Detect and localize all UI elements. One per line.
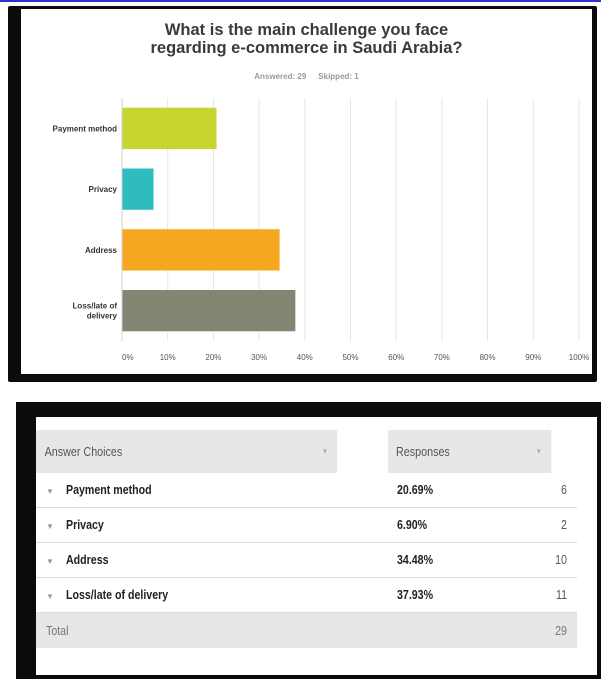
expand-arrow-icon[interactable]: ▼: [46, 592, 54, 601]
sort-arrow-icon[interactable]: ▼: [321, 447, 329, 456]
table-row: ▼ Privacy 6.90% 2: [36, 507, 577, 543]
x-tick-label: 20%: [205, 353, 221, 362]
answer-choice-cell: ▼ Address: [36, 542, 387, 578]
percent-cell: 37.93%: [386, 577, 525, 613]
answered-count: Answered: 29: [254, 72, 307, 81]
table-row: ▼ Loss/late of delivery 37.93% 11: [36, 577, 577, 613]
table-row: ▼ Payment method 20.69% 6: [36, 473, 577, 508]
chart-title: What is the main challenge you face rega…: [21, 21, 592, 57]
table-panel: Answer Choices ▼ Responses ▼ ▼ Payment meth…: [16, 402, 601, 679]
category-label: Privacy: [89, 185, 118, 194]
x-tick-label: 50%: [342, 353, 358, 362]
expand-arrow-icon[interactable]: ▼: [46, 522, 54, 531]
x-tick-label: 90%: [525, 353, 541, 362]
total-spacer-cell: [386, 612, 525, 648]
skipped-count: Skipped: 1: [318, 72, 359, 81]
answer-choices-header[interactable]: Answer Choices ▼: [36, 430, 338, 473]
responses-table: Answer Choices ▼ Responses ▼ ▼ Payment meth…: [36, 430, 577, 648]
chart-title-line-1: What is the main challenge you face: [164, 21, 449, 39]
chart-response-summary: Answered: 29 Skipped: 1: [21, 72, 592, 81]
chart-area: What is the main challenge you face rega…: [21, 9, 592, 374]
category-label: Address: [85, 246, 118, 255]
category-label: delivery: [87, 312, 118, 321]
total-row: Total 29: [36, 612, 577, 648]
x-tick-label: 30%: [251, 353, 267, 362]
bar-loss-late-of-delivery: [122, 289, 296, 332]
category-label: Payment method: [53, 124, 118, 133]
bar-payment-method: [122, 107, 217, 150]
count-cell: 11: [524, 577, 577, 613]
expand-arrow-icon[interactable]: ▼: [46, 557, 54, 566]
percent-cell: 20.69%: [386, 473, 525, 508]
x-tick-label: 100%: [569, 353, 589, 362]
count-cell: 10: [524, 542, 577, 578]
percent-cell: 34.48%: [386, 542, 525, 578]
top-border-line: [0, 0, 601, 2]
bar-chart: Payment method Privacy Address Loss/late of…: [53, 98, 589, 362]
total-label-cell: Total: [36, 612, 387, 648]
x-tick-label: 10%: [160, 353, 176, 362]
total-count-cell: 29: [524, 612, 577, 648]
expand-arrow-icon[interactable]: ▼: [46, 487, 54, 496]
table-header-row: Answer Choices ▼ Responses ▼: [36, 430, 577, 473]
x-tick-label: 80%: [480, 353, 496, 362]
bar-privacy: [122, 168, 154, 210]
x-tick-label: 70%: [434, 353, 450, 362]
sort-arrow-icon[interactable]: ▼: [534, 447, 542, 456]
table-row: ▼ Address 34.48% 10: [36, 542, 577, 578]
x-tick-label: 60%: [388, 353, 404, 362]
category-label: Loss/late of: [73, 302, 118, 311]
answer-choice-cell: ▼ Payment method: [36, 473, 387, 508]
x-tick-label: 0%: [122, 353, 134, 362]
responses-header[interactable]: Responses ▼: [386, 430, 551, 473]
chart-panel: What is the main challenge you face rega…: [8, 6, 597, 382]
answer-choice-cell: ▼ Loss/late of delivery: [36, 577, 387, 613]
x-tick-label: 40%: [297, 353, 313, 362]
chart-title-line-2: regarding e-commerce in Saudi Arabia?: [150, 39, 463, 57]
table-area: Answer Choices ▼ Responses ▼ ▼ Payment meth…: [36, 417, 597, 675]
bar-address: [122, 229, 280, 271]
count-cell: 6: [524, 473, 577, 508]
percent-cell: 6.90%: [386, 507, 525, 543]
answer-choice-cell: ▼ Privacy: [36, 507, 387, 543]
count-cell: 2: [524, 507, 577, 543]
